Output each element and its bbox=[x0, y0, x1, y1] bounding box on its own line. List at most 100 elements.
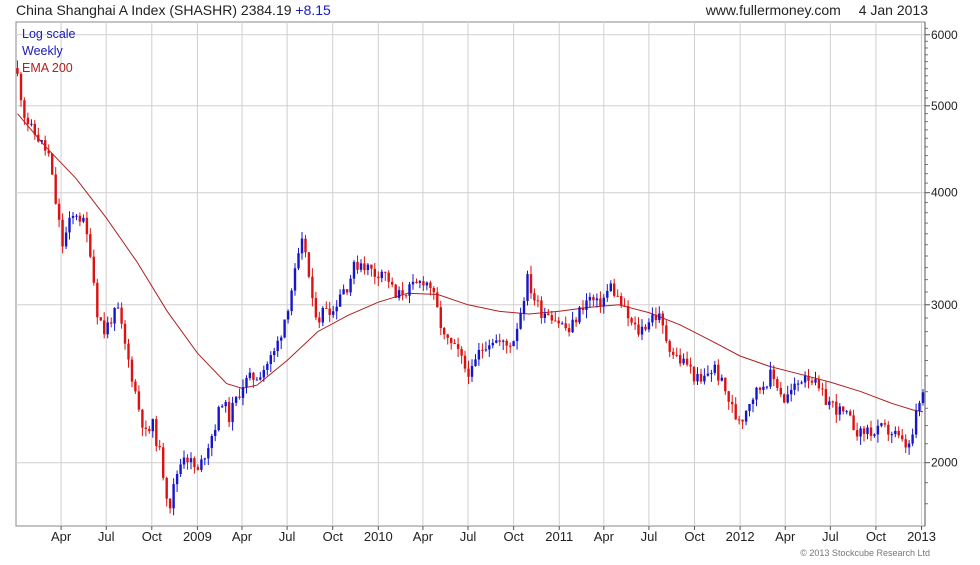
candle-body bbox=[880, 423, 883, 426]
candle-body bbox=[623, 305, 626, 307]
candle-body bbox=[744, 410, 748, 422]
candle-body bbox=[731, 401, 734, 405]
candle-body bbox=[859, 428, 862, 437]
candle-body bbox=[335, 306, 338, 312]
legend-indicator: EMA 200 bbox=[22, 61, 73, 75]
candle-body bbox=[675, 354, 678, 356]
candle-body bbox=[304, 238, 307, 253]
candle-body bbox=[630, 318, 633, 323]
candle-body bbox=[61, 219, 64, 247]
candle-body bbox=[814, 379, 817, 383]
candle-body bbox=[866, 427, 869, 434]
y-tick-label: 2000 bbox=[931, 456, 958, 470]
candle-body bbox=[71, 216, 75, 218]
candle-body bbox=[349, 278, 352, 293]
candle-body bbox=[658, 313, 661, 321]
x-tick-label: Jul bbox=[460, 529, 477, 544]
candle-body bbox=[26, 117, 30, 124]
candle-body bbox=[620, 296, 623, 306]
x-tick-label: 2013 bbox=[907, 529, 936, 544]
candle-body bbox=[640, 326, 644, 335]
candle-body bbox=[571, 319, 574, 333]
last-price: 2384.19 bbox=[240, 2, 292, 18]
candle-body bbox=[144, 427, 148, 429]
candle-body bbox=[907, 443, 911, 448]
candle-body bbox=[901, 435, 904, 440]
price-change: +8.15 bbox=[295, 2, 331, 18]
copyright-notice: © 2013 Stockcube Research Ltd bbox=[800, 548, 930, 558]
candle-body bbox=[384, 271, 387, 273]
candle-body bbox=[477, 349, 481, 360]
candle-body bbox=[779, 387, 782, 395]
candle-body bbox=[512, 341, 515, 347]
candle-body bbox=[453, 343, 456, 344]
candle-body bbox=[103, 320, 106, 335]
candle-body bbox=[68, 217, 71, 233]
candle-body bbox=[526, 274, 529, 301]
candle-body bbox=[356, 261, 359, 270]
candle-body bbox=[685, 358, 689, 365]
x-tick-label: Apr bbox=[413, 529, 434, 544]
candle-body bbox=[397, 290, 401, 298]
x-tick-label: Jul bbox=[279, 529, 296, 544]
candle-body bbox=[588, 296, 592, 301]
candle-body bbox=[460, 348, 463, 356]
candle-body bbox=[661, 313, 664, 326]
candle-body bbox=[200, 459, 203, 470]
candle-body bbox=[332, 311, 335, 315]
candle-body bbox=[370, 264, 373, 269]
candle-body bbox=[422, 281, 425, 286]
candle-body bbox=[162, 447, 165, 478]
candle-body bbox=[550, 315, 553, 321]
candle-body bbox=[751, 399, 755, 404]
candle-body bbox=[595, 298, 599, 301]
website-link[interactable]: www.fullermoney.com bbox=[705, 2, 841, 18]
candle-body bbox=[772, 369, 775, 380]
candle-body bbox=[626, 306, 630, 319]
candle-body bbox=[581, 307, 585, 310]
candle-body bbox=[495, 340, 498, 343]
candle-body bbox=[227, 402, 231, 423]
candle-body bbox=[19, 73, 23, 101]
candle-body bbox=[547, 313, 550, 316]
candle-body bbox=[182, 457, 186, 465]
candle-body bbox=[911, 434, 914, 444]
candle-body bbox=[266, 364, 269, 370]
candle-body bbox=[99, 317, 102, 321]
y-tick-label: 3000 bbox=[931, 298, 958, 312]
candle-body bbox=[203, 458, 206, 460]
candle-body bbox=[273, 351, 276, 356]
candle-body bbox=[214, 430, 217, 436]
candle-body bbox=[800, 382, 803, 384]
candle-body bbox=[831, 401, 834, 403]
candle-body bbox=[293, 268, 297, 291]
candle-body bbox=[668, 341, 671, 352]
candle-body bbox=[439, 307, 442, 328]
candle-body bbox=[130, 359, 134, 382]
x-tick-label: Apr bbox=[232, 529, 253, 544]
candle-body bbox=[758, 387, 762, 390]
candle-body bbox=[234, 396, 238, 403]
candle-body bbox=[484, 349, 488, 351]
candle-body bbox=[793, 383, 796, 390]
x-tick-label: 2010 bbox=[364, 529, 393, 544]
candle-body bbox=[828, 401, 831, 405]
candle-body bbox=[616, 295, 619, 297]
candle-body bbox=[165, 477, 168, 499]
candle-body bbox=[387, 272, 390, 282]
candle-body bbox=[852, 415, 855, 431]
candle-body bbox=[574, 319, 578, 323]
candle-body bbox=[283, 319, 286, 338]
x-tick-label: Jul bbox=[822, 529, 839, 544]
candle-body bbox=[644, 326, 647, 330]
candle-body bbox=[377, 276, 380, 279]
candle-body bbox=[790, 389, 793, 395]
candle-body bbox=[543, 313, 546, 318]
candle-body bbox=[391, 281, 394, 285]
candle-body bbox=[401, 290, 404, 296]
candle-body bbox=[238, 396, 241, 398]
candle-body bbox=[345, 289, 349, 293]
candle-body bbox=[651, 314, 654, 323]
candle-body bbox=[297, 253, 300, 269]
candle-body bbox=[123, 323, 127, 344]
